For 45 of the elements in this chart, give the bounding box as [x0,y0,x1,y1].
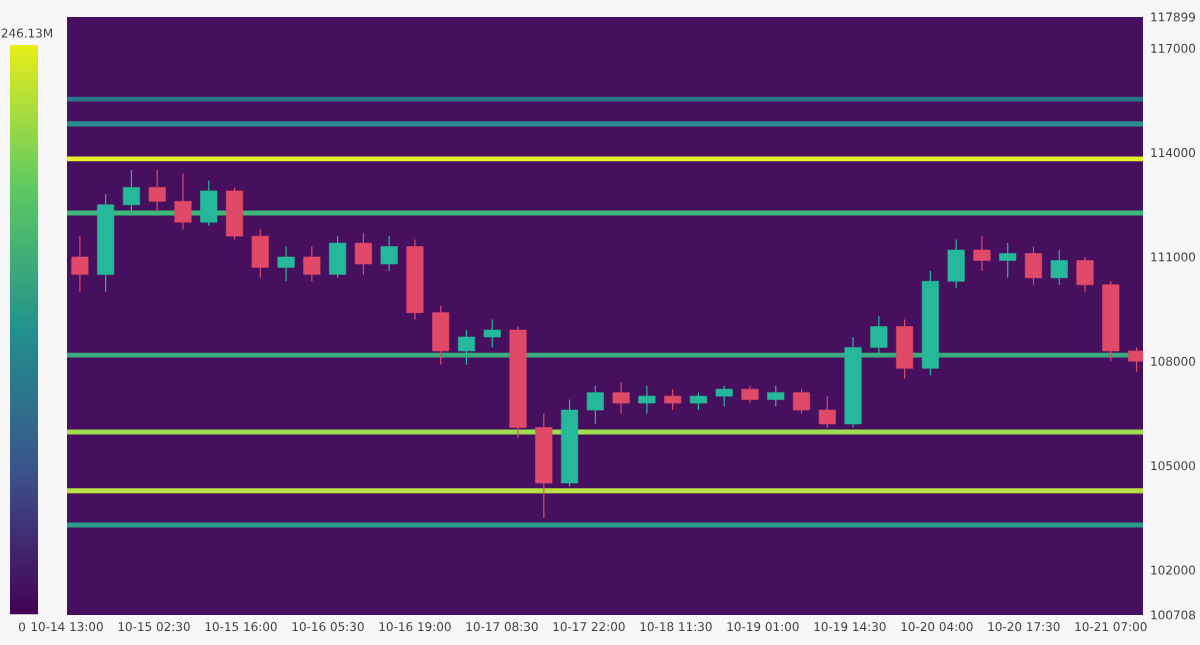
candlestick [586,385,604,425]
candlestick [1050,249,1068,286]
candlestick [792,388,811,415]
text: 0 [18,622,26,632]
candlestick [303,245,321,282]
x-tick-label: 10-15 16:00 [205,622,277,632]
candlestick [174,172,192,230]
x-tick-label: 10-19 01:00 [727,622,799,632]
candlestick [818,395,836,429]
candlestick [664,388,682,411]
candlestick [148,169,166,213]
candlestick [638,385,656,415]
candlestick [122,169,140,216]
x-tick-label: 10-19 14:30 [814,622,886,632]
text: 246.13M [1,28,52,38]
candlestick [999,242,1017,279]
candlestick [71,235,89,293]
y-tick-label: 102000 [1151,565,1196,575]
candlestick [767,385,785,408]
y-tick-label: 117899 [1151,12,1196,22]
x-tick-label: 10-15 02:30 [118,622,190,632]
candlestick [612,381,630,415]
candlestick [277,245,295,282]
x-tick-label: 10-21 07:00 [1075,622,1147,632]
y-tick-label: 108000 [1151,356,1196,366]
candlestick [380,235,398,272]
candlestick [354,232,372,275]
x-tick-label: 10-20 17:30 [988,622,1060,632]
y-tick-label: 114000 [1151,148,1196,158]
x-tick-label: 10-16 19:00 [379,622,451,632]
y-tick-label: 117000 [1151,43,1196,53]
candlestick [973,235,991,272]
x-tick-label: 10-14 13:00 [31,622,103,632]
y-tick-label: 111000 [1151,252,1196,262]
y-tick-label: 105000 [1151,461,1196,471]
x-tick-label: 10-17 08:30 [466,622,538,632]
candlestick [715,385,733,408]
x-tick-label: 10-16 05:30 [292,622,364,632]
x-tick-label: 10-20 04:00 [901,622,973,632]
candlestick [457,329,476,366]
candlestick [870,315,888,355]
x-tick-label: 10-18 11:30 [640,622,712,632]
y-tick-label: 100708 [1151,610,1196,620]
x-tick-label: 10-17 22:00 [553,622,625,632]
candlestick [483,319,501,349]
